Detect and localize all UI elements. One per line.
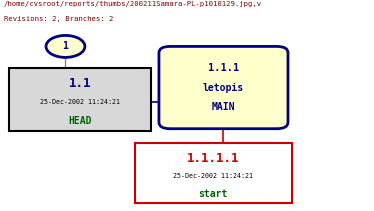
FancyBboxPatch shape [135,143,292,203]
FancyBboxPatch shape [159,46,288,129]
Text: letopis: letopis [203,83,244,93]
Circle shape [46,35,85,57]
Text: start: start [199,189,228,199]
FancyBboxPatch shape [9,68,151,131]
Text: /home/cvsroot/reports/thumbs/200211Samara-PL-p1010129.jpg,v: /home/cvsroot/reports/thumbs/200211Samar… [4,1,262,7]
Text: 1.1.1: 1.1.1 [208,63,239,73]
Text: Revisions: 2, Branches: 2: Revisions: 2, Branches: 2 [4,16,113,22]
Text: 25-Dec-2002 11:24:21: 25-Dec-2002 11:24:21 [40,99,120,105]
Text: 1.1: 1.1 [69,77,92,90]
Text: 1: 1 [62,41,68,51]
Text: 1.1.1.1: 1.1.1.1 [187,152,239,165]
Text: 25-Dec-2002 11:24:21: 25-Dec-2002 11:24:21 [173,173,253,179]
Text: HEAD: HEAD [69,116,92,126]
Text: MAIN: MAIN [212,102,235,112]
